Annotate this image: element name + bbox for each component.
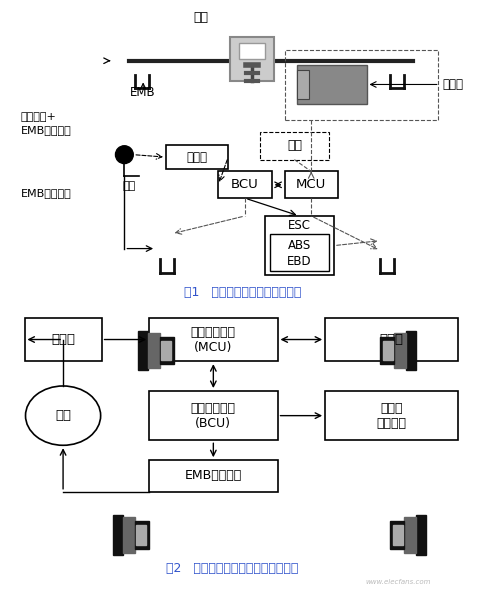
Bar — [297, 70, 309, 100]
Text: BCU: BCU — [230, 178, 258, 191]
Bar — [230, 37, 273, 80]
Bar — [297, 65, 366, 104]
Text: ESC: ESC — [287, 219, 310, 232]
Bar — [324, 391, 456, 440]
Text: 发电机: 发电机 — [51, 333, 75, 346]
Bar — [239, 43, 264, 59]
Bar — [138, 331, 148, 370]
Bar — [149, 460, 277, 492]
Bar — [259, 132, 328, 160]
Bar — [149, 391, 277, 440]
Bar — [135, 522, 149, 549]
Bar — [160, 337, 173, 364]
Text: 蓄电池: 蓄电池 — [378, 333, 402, 346]
Text: 车轮: 车轮 — [55, 409, 71, 422]
Text: 传感器: 传感器 — [186, 151, 207, 164]
Bar — [25, 318, 102, 361]
Bar — [149, 318, 277, 361]
Ellipse shape — [26, 386, 101, 445]
Text: EMB磨擦制动: EMB磨擦制动 — [20, 188, 71, 198]
Bar — [123, 517, 135, 553]
Text: 电动机: 电动机 — [442, 78, 463, 91]
Text: 电子控制单元
(MCU): 电子控制单元 (MCU) — [190, 325, 235, 353]
Bar — [264, 216, 333, 275]
Text: MCU: MCU — [295, 178, 326, 191]
Bar — [284, 50, 437, 120]
Bar — [218, 172, 271, 198]
Bar — [379, 337, 393, 364]
Text: 踏板: 踏板 — [122, 181, 136, 191]
Bar — [284, 172, 337, 198]
Circle shape — [115, 146, 133, 163]
Text: 图2   电动汽车再生制动系统工作原理: 图2 电动汽车再生制动系统工作原理 — [166, 563, 298, 575]
Bar — [382, 340, 393, 360]
Bar — [324, 318, 456, 361]
Text: 制动控制单元
(BCU): 制动控制单元 (BCU) — [190, 402, 235, 430]
Text: ABS: ABS — [287, 239, 310, 252]
Bar — [148, 333, 160, 368]
Bar — [393, 333, 405, 368]
Text: EMB执行机构: EMB执行机构 — [184, 470, 242, 482]
Bar — [136, 525, 146, 545]
Text: www.elecfans.com: www.elecfans.com — [364, 579, 430, 585]
Text: EBD: EBD — [287, 255, 311, 268]
Bar — [269, 234, 328, 271]
Text: 电池: 电池 — [287, 139, 301, 152]
Bar — [405, 331, 415, 370]
Text: EMB: EMB — [130, 86, 156, 99]
Bar — [403, 517, 415, 553]
Bar — [166, 145, 227, 169]
Bar — [415, 516, 425, 555]
Bar — [113, 516, 123, 555]
Bar — [393, 525, 402, 545]
Bar — [161, 340, 170, 360]
Text: 再生制动+: 再生制动+ — [20, 112, 56, 122]
Bar — [390, 522, 403, 549]
Text: 驾驶员
制动意图: 驾驶员 制动意图 — [376, 402, 406, 430]
Text: 车轮: 车轮 — [193, 11, 208, 24]
Text: EMB磨擦制动: EMB磨擦制动 — [20, 125, 71, 135]
Text: 图1   电动汽车再生制动系统结构: 图1 电动汽车再生制动系统结构 — [183, 285, 301, 299]
